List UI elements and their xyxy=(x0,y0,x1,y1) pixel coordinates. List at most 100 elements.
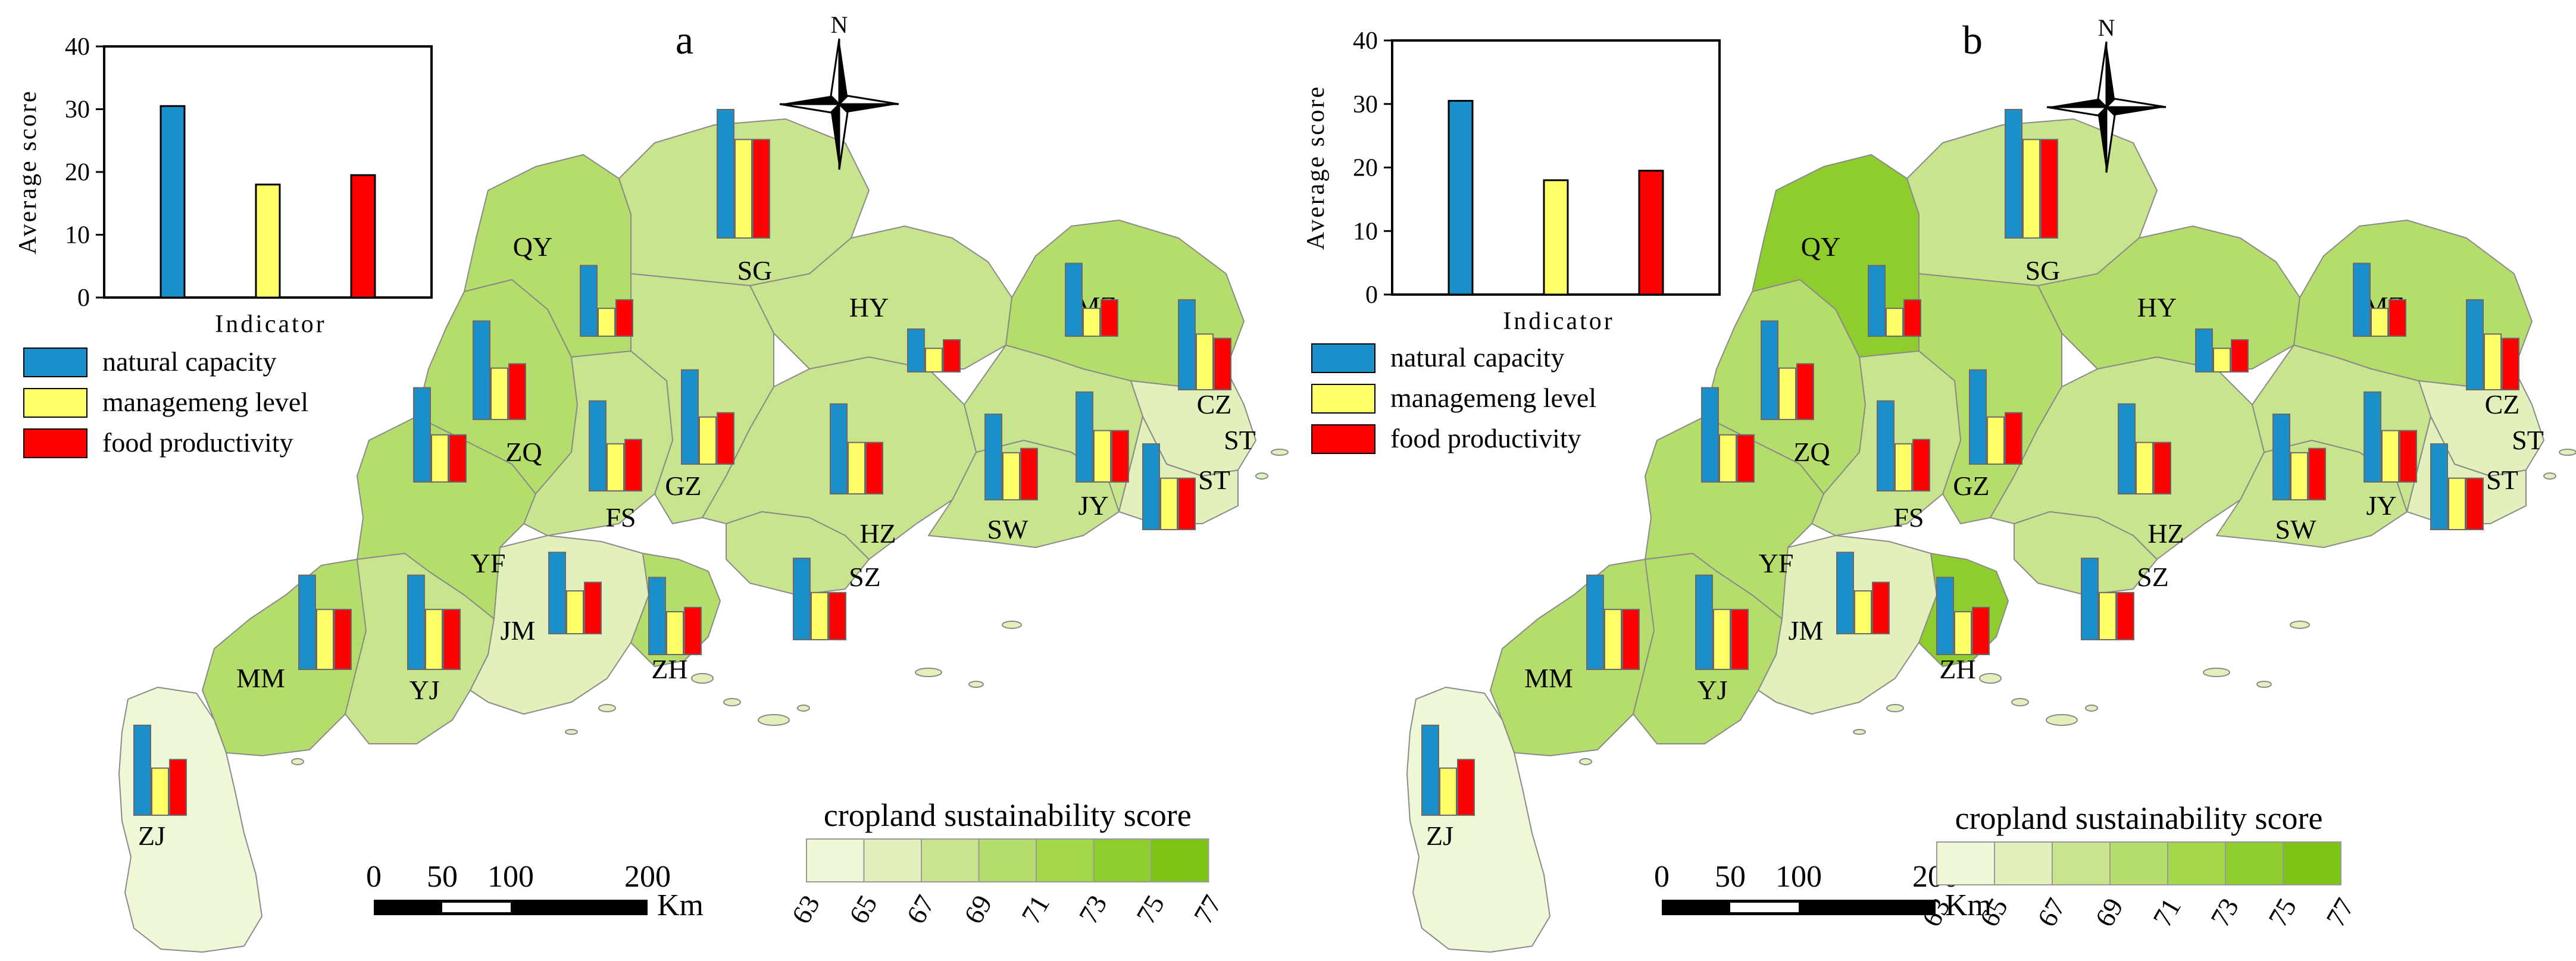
island-2 xyxy=(758,715,789,725)
bar-food-productivity-jy xyxy=(2400,431,2416,482)
bar-natural-capacity-jm xyxy=(549,552,565,634)
bar-natural-capacity-zj xyxy=(134,725,151,815)
city-label-mm: MM xyxy=(1524,663,1573,693)
bar-food-productivity-jy xyxy=(1112,431,1128,482)
color-scale-swatch xyxy=(979,839,1037,882)
island-2 xyxy=(2046,715,2077,725)
bar-natural-capacity-gz xyxy=(681,370,698,464)
bar-food-productivity-zj xyxy=(1458,759,1474,815)
bar-natural-capacity-sw xyxy=(2273,414,2290,500)
bar-food-productivity-gz xyxy=(717,413,734,464)
bar-management-level-yj xyxy=(426,609,442,669)
island-4 xyxy=(915,668,942,677)
compass-point xyxy=(2047,107,2106,115)
city-label-zq: ZQ xyxy=(505,437,542,467)
city-label-jm: JM xyxy=(1789,615,1824,646)
city-label-fs: FS xyxy=(605,502,636,533)
legend-swatch xyxy=(24,348,87,377)
bar-food-productivity-st xyxy=(1178,478,1195,530)
inset-chart: 0 10 20 30 40 Average score Indicator xyxy=(14,33,432,338)
bar-natural-capacity-qy xyxy=(1868,265,1885,336)
island-8 xyxy=(1271,449,1288,455)
city-label-zq: ZQ xyxy=(1793,437,1830,467)
bar-management-level-fs xyxy=(607,444,624,491)
bar-food-productivity-jm xyxy=(584,583,601,634)
inset-y-axis-title: Average score xyxy=(1302,85,1330,250)
island-7 xyxy=(1256,473,1268,479)
color-scale-swatch xyxy=(2168,842,2225,885)
bar-natural-capacity-sz xyxy=(793,558,810,640)
bar-natural-capacity-hy xyxy=(908,329,924,372)
compass-point xyxy=(831,39,839,104)
color-scale-swatch xyxy=(1151,839,1209,882)
bar-management-level-sw xyxy=(2291,453,2308,500)
scale-bar: 0 50 100 200Km xyxy=(366,860,704,922)
bar-management-level-mz xyxy=(2371,308,2388,336)
inset-bar-natural-capacity xyxy=(161,106,185,298)
bar-natural-capacity-st xyxy=(2431,444,2447,530)
bar-management-level-sw xyxy=(1003,453,1020,500)
island-4 xyxy=(2203,668,2230,677)
city-label-qy: QY xyxy=(513,231,552,262)
bar-management-level-fs xyxy=(1895,444,1912,491)
bar-natural-capacity-cz xyxy=(2466,300,2483,390)
bar-management-level-hy xyxy=(2214,348,2230,372)
color-scale-swatch xyxy=(2110,842,2168,885)
figure-canvas: aQYSGHY MZCZZQGZFS SWJYSTHZSZYFJMZHMM YJZJS… xyxy=(0,0,2576,961)
legend-swatch xyxy=(1312,384,1375,413)
bar-food-productivity-mm xyxy=(334,609,351,669)
color-scale-swatch xyxy=(2225,842,2283,885)
city-label-sw: SW xyxy=(987,514,1029,544)
bar-food-productivity-hy xyxy=(2231,340,2248,372)
indicator-legend: natural capacity managemeng level food pro… xyxy=(24,346,308,458)
city-label-gz: GZ xyxy=(665,471,701,501)
score-color-scale: cropland sustainability score63 65 67 69 71 7… xyxy=(786,797,1228,929)
scale-unit-label: Km xyxy=(657,888,704,922)
color-scale-title: cropland sustainability score xyxy=(824,797,1192,833)
bar-management-level-hy xyxy=(926,348,942,372)
bar-food-productivity-mz xyxy=(2389,300,2406,336)
bar-natural-capacity-st xyxy=(1143,444,1159,530)
bar-food-productivity-zh xyxy=(1972,608,1989,655)
island-10 xyxy=(599,705,615,712)
bar-management-level-zj xyxy=(1440,768,1456,815)
island-11 xyxy=(565,730,577,734)
color-scale-tick-label: 71 xyxy=(1015,890,1055,929)
color-scale-swatch xyxy=(1036,839,1094,882)
compass-point xyxy=(780,104,839,112)
bar-food-productivity-hz xyxy=(2154,443,2171,494)
island-10 xyxy=(1887,705,1903,712)
bar-management-level-zh xyxy=(667,612,683,655)
bar-food-productivity-sg xyxy=(753,139,770,238)
bar-management-level-zj xyxy=(152,768,168,815)
city-label-hz: HZ xyxy=(859,518,896,549)
bar-natural-capacity-mm xyxy=(1587,575,1603,669)
bar-management-level-mz xyxy=(1083,308,1100,336)
compass-point xyxy=(2106,42,2115,107)
bar-management-level-mm xyxy=(1605,609,1621,669)
island-5 xyxy=(2257,681,2271,687)
bar-management-level-zq xyxy=(491,368,508,420)
city-label-zj: ZJ xyxy=(138,821,165,851)
bar-food-productivity-zh xyxy=(684,608,701,655)
bar-management-level-sz xyxy=(2099,593,2116,640)
bar-food-productivity-cz xyxy=(1214,339,1231,390)
island-9 xyxy=(292,759,304,765)
city-label-qy: QY xyxy=(1801,231,1840,262)
bar-food-productivity-cz xyxy=(2502,339,2519,390)
compass-point xyxy=(839,96,899,104)
bar-natural-capacity-mz xyxy=(2353,264,2370,336)
legend-swatch xyxy=(24,429,87,458)
island-1 xyxy=(2012,699,2028,706)
scale-bar-segment xyxy=(442,903,511,912)
scale-tick-label: 0 xyxy=(366,860,382,894)
bar-food-productivity-yf xyxy=(449,435,466,482)
color-scale-tick-label: 69 xyxy=(958,890,998,929)
color-scale-tick-label: 77 xyxy=(1187,890,1227,929)
bar-natural-capacity-jm xyxy=(1837,552,1853,634)
bar-natural-capacity-hy xyxy=(2196,329,2212,372)
inset-bar-natural-capacity xyxy=(1449,101,1473,295)
city-label-yf: YF xyxy=(471,548,506,578)
color-scale-tick-label: 73 xyxy=(1073,890,1112,929)
bar-natural-capacity-fs xyxy=(1877,401,1894,491)
